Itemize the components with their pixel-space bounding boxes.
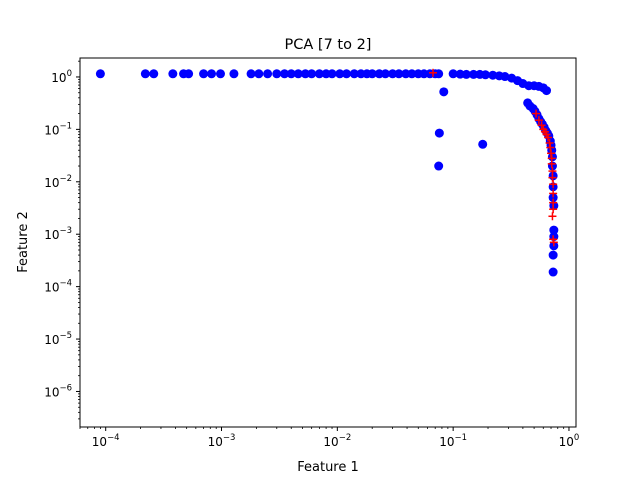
data-point-red-plus	[549, 238, 558, 247]
data-point-blue	[434, 128, 444, 138]
data-point-red-plus	[548, 212, 557, 221]
data-point-blue	[548, 250, 558, 260]
x-tick-label: 10−1	[439, 433, 467, 449]
data-point-red-plus	[549, 205, 558, 214]
data-point-blue	[286, 69, 296, 79]
data-point-blue	[229, 69, 239, 79]
y-tick-label: 10−2	[44, 174, 72, 190]
data-point-blue	[314, 69, 324, 79]
data-point-blue	[394, 69, 404, 79]
y-axis-label: Feature 2	[16, 211, 31, 273]
data-point-red-plus	[544, 133, 553, 142]
data-point-blue	[307, 69, 317, 79]
y-tick-label: 10−4	[44, 279, 72, 295]
y-tick-label: 10−1	[44, 121, 72, 137]
data-point-blue	[480, 70, 490, 80]
chart-title: PCA [7 to 2]	[285, 37, 372, 53]
data-point-red-plus	[549, 189, 558, 198]
points-clip-group	[95, 68, 559, 277]
x-tick-label: 10−3	[208, 433, 236, 449]
x-tick-label: 10−4	[92, 433, 120, 449]
data-point-blue	[300, 69, 310, 79]
data-point-blue	[199, 69, 209, 79]
data-point-blue	[349, 69, 359, 79]
points-layer	[95, 68, 559, 277]
data-point-blue	[293, 69, 303, 79]
data-point-blue	[184, 69, 194, 79]
data-point-blue	[246, 69, 256, 79]
data-point-blue	[254, 69, 264, 79]
data-point-blue	[548, 193, 558, 203]
data-point-blue	[215, 69, 225, 79]
data-point-blue	[469, 69, 479, 79]
data-point-blue	[342, 69, 352, 79]
data-point-blue	[461, 69, 471, 79]
data-point-blue	[548, 267, 558, 277]
y-tick-label: 10−6	[44, 383, 72, 399]
ticks-layer: 10−4 10−3 10−2 10−1 100 10−6 10−5 10−4 10−3 10−2 1…	[44, 60, 580, 449]
data-point-red-plus	[537, 121, 546, 130]
data-point-blue	[478, 139, 488, 149]
data-point-blue	[207, 69, 217, 79]
data-point-blue	[542, 86, 552, 96]
data-point-red-plus	[534, 116, 543, 125]
data-point-blue	[149, 69, 159, 79]
y-tick-label: 10−5	[44, 331, 72, 347]
data-point-blue	[434, 69, 444, 79]
data-point-blue	[272, 69, 282, 79]
data-point-blue	[263, 69, 273, 79]
data-point-blue	[439, 87, 449, 97]
data-point-red-plus	[429, 68, 438, 77]
data-point-blue	[95, 69, 105, 79]
data-point-blue	[549, 225, 559, 235]
data-point-blue	[367, 69, 377, 79]
y-tick-label: 100	[51, 69, 72, 85]
data-point-blue	[500, 72, 510, 82]
data-point-blue	[327, 69, 337, 79]
data-point-blue	[140, 69, 150, 79]
data-point-red-plus	[549, 180, 558, 189]
data-point-blue	[280, 69, 290, 79]
data-point-red-plus	[532, 109, 541, 118]
data-point-blue	[380, 69, 390, 79]
x-tick-label: 10−2	[323, 433, 351, 449]
data-point-blue	[168, 69, 178, 79]
data-point-blue	[388, 69, 398, 79]
y-tick-label: 10−3	[44, 226, 72, 242]
x-axis-label: Feature 1	[297, 460, 359, 475]
data-point-blue	[434, 161, 444, 171]
data-point-blue	[335, 69, 345, 79]
x-tick-label: 100	[559, 433, 580, 449]
data-point-blue	[374, 69, 384, 79]
data-point-red-plus	[547, 159, 556, 168]
data-point-blue	[407, 69, 417, 79]
data-point-blue	[448, 69, 458, 79]
